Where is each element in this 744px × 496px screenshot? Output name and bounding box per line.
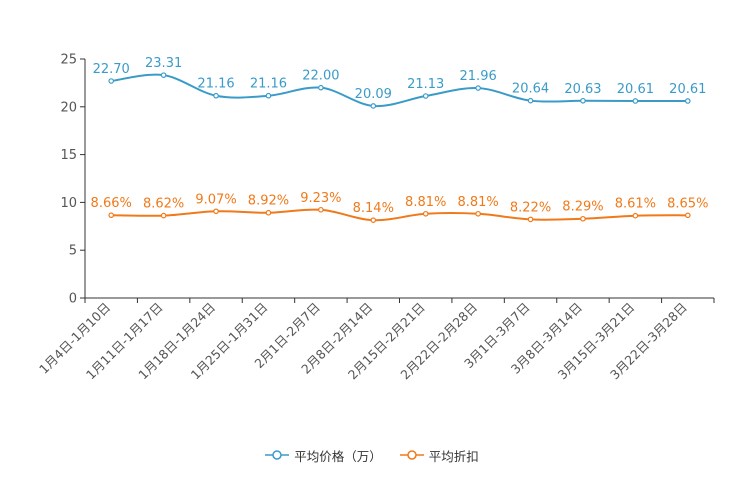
- data-point: [108, 78, 115, 84]
- data-point: [632, 98, 639, 104]
- line-chart: 0 5 10 15 20 25 1月4日-1月10日1月11日-1月17日1月18日-1月…: [36, 53, 715, 382]
- data-point: [684, 212, 691, 219]
- data-point: [160, 212, 167, 219]
- y-axis: 0 5 10 15 20 25: [60, 53, 86, 307]
- data-point: [632, 212, 639, 219]
- data-label: 8.81%: [457, 195, 498, 210]
- data-point: [527, 97, 534, 104]
- data-label: 20.61: [669, 82, 706, 97]
- y-tick-label: 5: [69, 244, 77, 259]
- data-label: 8.81%: [405, 195, 446, 210]
- data-point: [213, 92, 219, 99]
- data-label: 21.16: [197, 77, 234, 92]
- legend: 平均价格（万） 平均折扣: [0, 444, 744, 466]
- data-label: 22.00: [302, 69, 339, 84]
- data-label: 8.29%: [562, 200, 603, 215]
- data-label: 20.09: [355, 87, 392, 102]
- data-label: 21.13: [407, 77, 444, 92]
- series-layer: 22.70 23.31 21.16 21.16 22.00 20.09 21.13 21.96…: [91, 56, 708, 223]
- data-point: [265, 209, 272, 216]
- legend-marker-avg-discount: [399, 450, 424, 460]
- data-point: [684, 98, 691, 104]
- data-label: 8.62%: [143, 197, 184, 212]
- data-label: 20.61: [617, 82, 654, 97]
- data-point: [318, 84, 324, 91]
- data-point: [422, 210, 429, 217]
- data-point: [422, 93, 429, 99]
- legend-label-avg-price: 平均价格（万）: [294, 448, 382, 464]
- data-label: 8.65%: [667, 196, 708, 211]
- data-label: 8.66%: [91, 196, 132, 211]
- y-tick-label: 15: [60, 148, 77, 163]
- data-label: 23.31: [145, 56, 182, 71]
- data-label: 21.16: [250, 77, 287, 92]
- series-line-0: [111, 73, 688, 108]
- legend-item-avg-price[interactable]: 平均价格（万）: [265, 446, 382, 465]
- data-point: [475, 210, 481, 217]
- data-label: 20.64: [512, 82, 549, 97]
- data-point: [213, 208, 219, 215]
- data-label: 20.63: [564, 82, 601, 97]
- data-label: 8.22%: [510, 200, 551, 215]
- data-label: 21.96: [460, 69, 497, 84]
- data-label: 9.07%: [195, 192, 236, 207]
- legend-item-avg-discount[interactable]: 平均折扣: [399, 446, 479, 465]
- data-label: 8.14%: [353, 201, 394, 216]
- data-point: [580, 215, 586, 222]
- data-point: [318, 206, 324, 213]
- data-label: 9.23%: [300, 191, 341, 206]
- legend-marker-avg-price: [265, 450, 290, 460]
- data-label: 22.70: [93, 62, 130, 77]
- y-tick-label: 20: [60, 100, 77, 115]
- data-point: [108, 212, 115, 219]
- y-tick-label: 10: [60, 196, 77, 211]
- series-1: 8.66% 8.62% 9.07% 8.92% 9.23% 8.14% 8.81% 8.81%…: [91, 191, 708, 223]
- series-0: 22.70 23.31 21.16 21.16 22.00 20.09 21.13 21.96…: [93, 56, 706, 109]
- series-line-1: [111, 208, 688, 222]
- data-point: [527, 216, 534, 223]
- y-tick-label: 0: [69, 292, 77, 307]
- data-point: [265, 92, 272, 99]
- y-tick-label: 25: [60, 53, 77, 68]
- legend-label-avg-discount: 平均折扣: [428, 448, 479, 464]
- data-point: [580, 97, 586, 104]
- data-label: 8.92%: [248, 194, 289, 209]
- data-point: [370, 217, 377, 223]
- x-axis: 1月4日-1月10日1月11日-1月17日1月18日-1月24日1月25日-1月…: [36, 297, 715, 382]
- data-point: [160, 72, 167, 78]
- data-point: [475, 85, 481, 91]
- data-label: 8.61%: [615, 197, 656, 212]
- data-point: [370, 103, 377, 109]
